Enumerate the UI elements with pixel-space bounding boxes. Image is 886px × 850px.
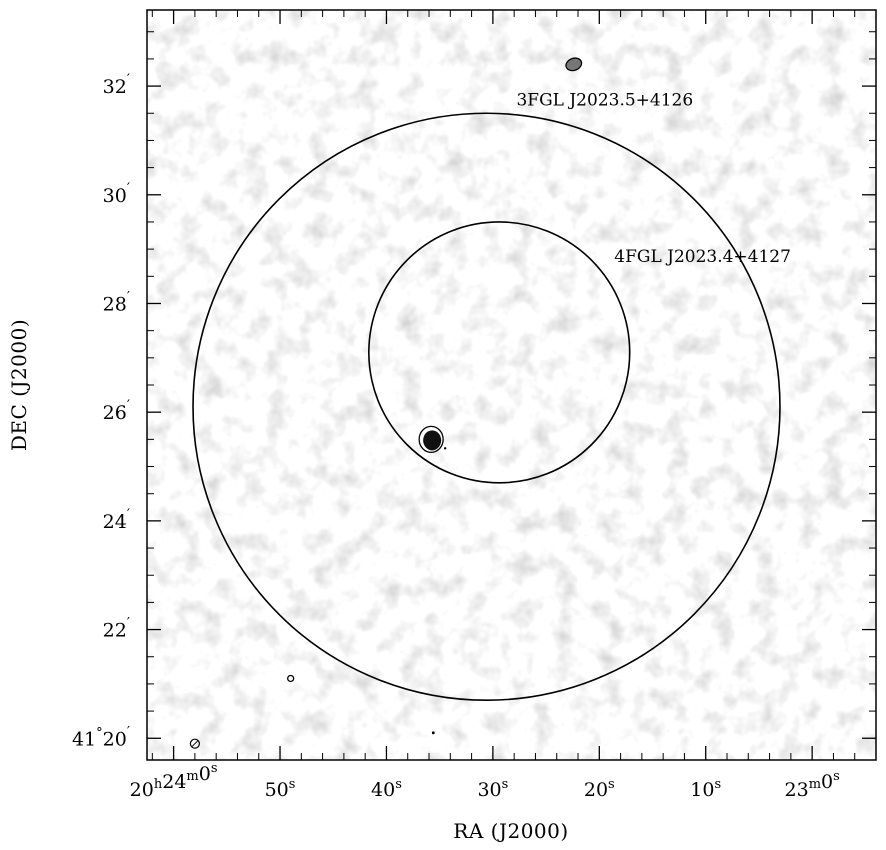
- circle-label-1: 3FGL J2023.5+4126: [516, 90, 693, 110]
- y-tick-label: 24′: [103, 507, 130, 533]
- x-tick-label: 20h24m0s: [130, 761, 218, 801]
- x-axis-ticks: 20h24m0s 50s 40s 30s 20s 10s 23m0s: [130, 10, 877, 801]
- beam-ellipse: [189, 738, 200, 749]
- beam-hatch: [191, 740, 199, 748]
- image-background: [147, 10, 876, 760]
- x-tick-label: 10s: [690, 777, 721, 801]
- sources-layer: [189, 57, 583, 749]
- y-tick-label: 28′: [103, 289, 130, 315]
- x-tick-label: 23m0s: [785, 769, 840, 801]
- circles-layer: [192, 112, 781, 702]
- y-tick-label: 41°20′: [72, 724, 130, 750]
- x-tick-label: 50s: [265, 777, 296, 801]
- y-tick-label: 30′: [103, 181, 130, 207]
- y-tick-label: 32′: [103, 72, 130, 98]
- source-1-contour-outer: [418, 425, 444, 453]
- y-tick-label: 22′: [103, 616, 130, 642]
- x-tick-label: 40s: [371, 777, 402, 801]
- circle-label-2: 4FGL J2023.4+4127: [614, 247, 791, 267]
- error-circle-2: [368, 221, 631, 484]
- x-tick-label: 30s: [477, 777, 508, 801]
- y-axis-title: DEC (J2000): [7, 319, 31, 451]
- x-axis-title: RA (J2000): [453, 819, 568, 843]
- circle-labels: 3FGL J2023.5+4126 4FGL J2023.4+4127: [516, 90, 790, 267]
- source-1: [423, 430, 442, 451]
- source-3: [287, 674, 295, 683]
- source-4: [431, 731, 435, 735]
- source-2: [565, 57, 583, 72]
- y-tick-label: 26′: [103, 398, 130, 424]
- source-1-tail: [443, 447, 447, 450]
- x-tick-label: 20s: [584, 777, 615, 801]
- y-axis-ticks: 41°20′ 22′ 24′ 26′ 28′ 30′ 32′: [72, 31, 876, 750]
- error-circle-1: [192, 112, 781, 702]
